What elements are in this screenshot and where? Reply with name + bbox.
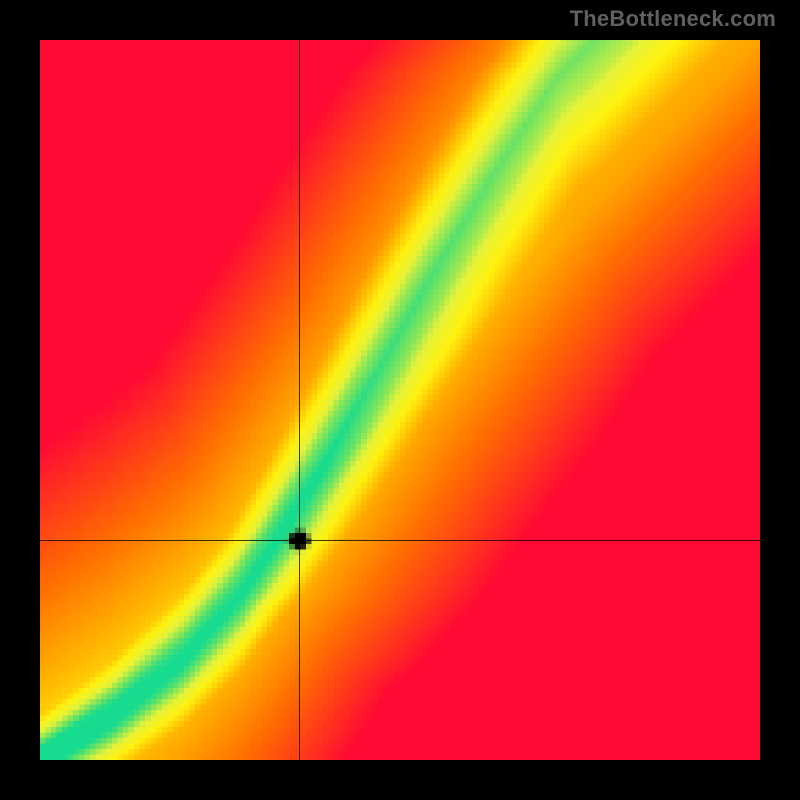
bottleneck-heatmap: [40, 40, 760, 760]
chart-wrapper: TheBottleneck.com: [0, 0, 800, 800]
attribution-text: TheBottleneck.com: [570, 6, 776, 32]
crosshair-vertical: [299, 40, 300, 760]
crosshair-horizontal: [40, 540, 760, 541]
